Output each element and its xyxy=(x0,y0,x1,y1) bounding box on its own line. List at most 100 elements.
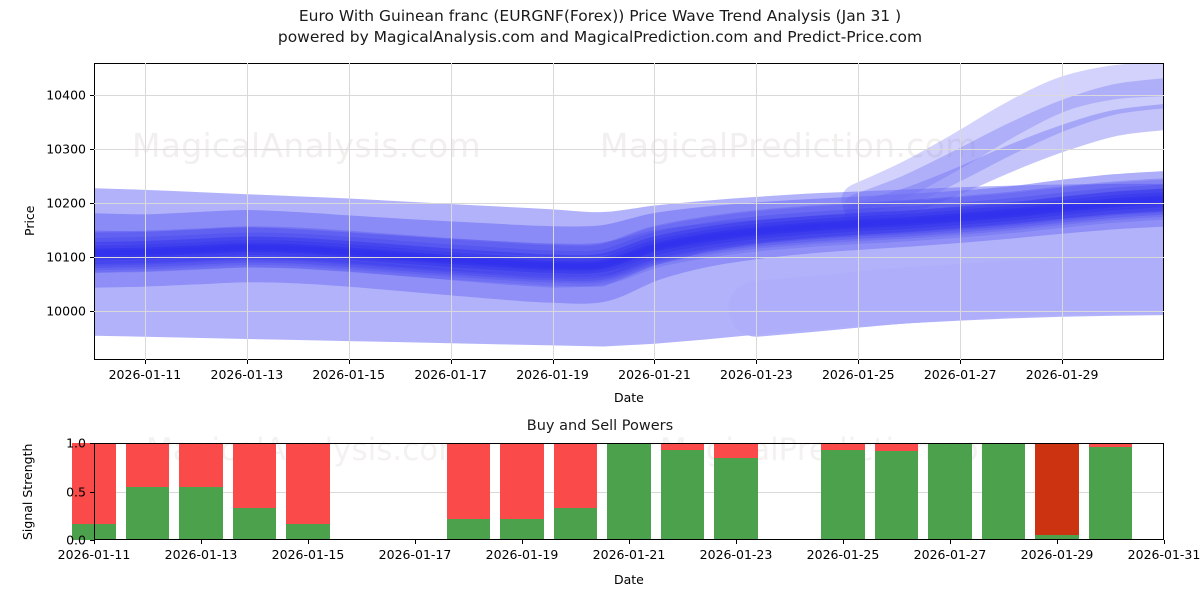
buy-power-segment xyxy=(981,443,1026,540)
signal-bar[interactable] xyxy=(1035,443,1079,540)
price-gridline-v xyxy=(858,63,860,360)
sell-power-segment xyxy=(1088,443,1133,447)
signal-bar[interactable] xyxy=(232,443,277,540)
buy-sell-x-axis-title: Date xyxy=(614,572,644,587)
buy-power-segment xyxy=(286,523,330,540)
buy-sell-y-axis-title: Signal Strength xyxy=(20,443,35,540)
price-gridline-v xyxy=(756,63,758,360)
sell-power-segment xyxy=(446,443,491,519)
buy-sell-y-tick-mark xyxy=(90,443,94,444)
buy-sell-y-tick-label: 1.0 xyxy=(66,435,86,451)
sell-power-segment xyxy=(500,443,544,519)
signal-bar[interactable] xyxy=(660,443,705,540)
sell-power-segment xyxy=(125,443,170,487)
buy-power-segment xyxy=(928,443,972,540)
signal-bar[interactable] xyxy=(500,443,544,540)
price-gridline-v xyxy=(1062,63,1064,360)
buy-sell-x-tick-label: 2026-01-19 xyxy=(485,547,559,562)
buy-sell-y-tick-label: 0.0 xyxy=(66,532,86,548)
price-gridline xyxy=(94,149,1164,151)
price-y-tick-mark xyxy=(90,149,94,151)
price-gridline-v xyxy=(348,63,350,360)
signal-bar[interactable] xyxy=(821,443,865,540)
signal-bar[interactable] xyxy=(874,443,919,540)
price-x-tick-mark xyxy=(756,360,758,364)
signal-bar[interactable] xyxy=(125,443,170,540)
price-y-tick-label: 10200 xyxy=(46,195,86,211)
chart-title-block: Euro With Guinean franc (EURGNF(Forex)) … xyxy=(0,6,1200,48)
signal-bar[interactable] xyxy=(553,443,598,540)
buy-power-segment xyxy=(446,518,491,540)
price-x-tick-label: 2026-01-27 xyxy=(923,367,997,382)
buy-sell-title: Buy and Sell Powers xyxy=(526,418,674,434)
price-y-tick-mark xyxy=(90,95,94,97)
buy-sell-x-tick-label: 2026-01-29 xyxy=(1020,547,1094,562)
price-y-tick-mark xyxy=(90,311,94,313)
sell-power-segment xyxy=(660,443,705,450)
buy-sell-x-tick-mark xyxy=(629,540,630,544)
buy-power-segment xyxy=(660,449,705,540)
buy-sell-x-tick-mark xyxy=(1164,540,1165,544)
price-x-tick-mark xyxy=(1062,360,1064,364)
price-y-tick-label: 10400 xyxy=(46,87,86,103)
buy-power-segment xyxy=(500,518,544,540)
signal-bar[interactable] xyxy=(72,443,116,540)
signal-bar[interactable] xyxy=(446,443,491,540)
price-gridline-v xyxy=(144,63,146,360)
price-x-tick-mark xyxy=(654,360,656,364)
signal-bar[interactable] xyxy=(928,443,972,540)
price-x-axis-title: Date xyxy=(614,390,644,405)
buy-sell-y-tick-label: 0.5 xyxy=(66,484,86,499)
page-title: Euro With Guinean franc (EURGNF(Forex)) … xyxy=(298,7,902,25)
buy-sell-x-tick-mark xyxy=(415,540,416,544)
sell-power-segment xyxy=(72,443,116,524)
price-y-axis-title: Price xyxy=(22,205,37,237)
buy-sell-x-tick-mark xyxy=(1057,540,1058,544)
buy-sell-x-tick-label: 2026-01-25 xyxy=(806,547,880,562)
sell-power-segment xyxy=(714,443,758,458)
buy-sell-x-tick-label: 2026-01-13 xyxy=(164,547,238,562)
price-x-tick-label: 2026-01-19 xyxy=(516,367,589,382)
buy-sell-x-tick-mark xyxy=(736,540,737,544)
price-x-tick-label: 2026-01-29 xyxy=(1025,367,1099,382)
buy-power-segment xyxy=(553,508,598,540)
price-x-tick-label: 2026-01-11 xyxy=(108,367,182,382)
sell-power-segment xyxy=(179,443,223,487)
price-gridline-v xyxy=(654,63,656,360)
buy-sell-x-tick-label: 2026-01-23 xyxy=(699,547,773,562)
price-y-tick-mark xyxy=(90,203,94,205)
buy-power-segment xyxy=(607,443,651,540)
price-x-tick-label: 2026-01-15 xyxy=(312,367,386,382)
sell-power-segment xyxy=(286,443,330,524)
price-gridline-v xyxy=(960,63,962,360)
price-plot-frame xyxy=(94,63,1164,360)
price-gridline-v xyxy=(246,63,248,360)
buy-sell-x-tick-label: 2026-01-17 xyxy=(378,547,452,562)
buy-sell-plot-frame xyxy=(94,443,1164,540)
sell-power-segment xyxy=(821,443,865,450)
price-x-tick-label: 2026-01-21 xyxy=(618,367,691,382)
price-x-tick-mark xyxy=(246,360,248,364)
buy-sell-x-tick-label: 2026-01-21 xyxy=(592,547,666,562)
signal-bar[interactable] xyxy=(981,443,1026,540)
buy-power-segment xyxy=(714,457,758,540)
buy-power-segment xyxy=(232,508,277,540)
signal-bar[interactable] xyxy=(607,443,651,540)
buy-power-segment xyxy=(821,449,865,540)
signal-bar[interactable] xyxy=(714,443,758,540)
price-x-tick-label: 2026-01-17 xyxy=(414,367,487,382)
buy-sell-x-tick-label: 2026-01-31 xyxy=(1127,547,1200,562)
signal-bar[interactable] xyxy=(179,443,223,540)
sell-power-segment xyxy=(232,443,277,508)
price-gridline xyxy=(94,95,1164,97)
buy-power-segment xyxy=(125,486,170,540)
signal-bar[interactable] xyxy=(286,443,330,540)
price-y-tick-label: 10100 xyxy=(46,249,86,265)
signal-bar[interactable] xyxy=(1088,443,1133,540)
price-gridline xyxy=(94,203,1164,205)
sell-power-segment xyxy=(874,443,919,451)
price-gridline-v xyxy=(450,63,452,360)
price-x-tick-mark xyxy=(144,360,146,364)
price-x-tick-mark xyxy=(450,360,452,364)
price-x-tick-mark xyxy=(960,360,962,364)
